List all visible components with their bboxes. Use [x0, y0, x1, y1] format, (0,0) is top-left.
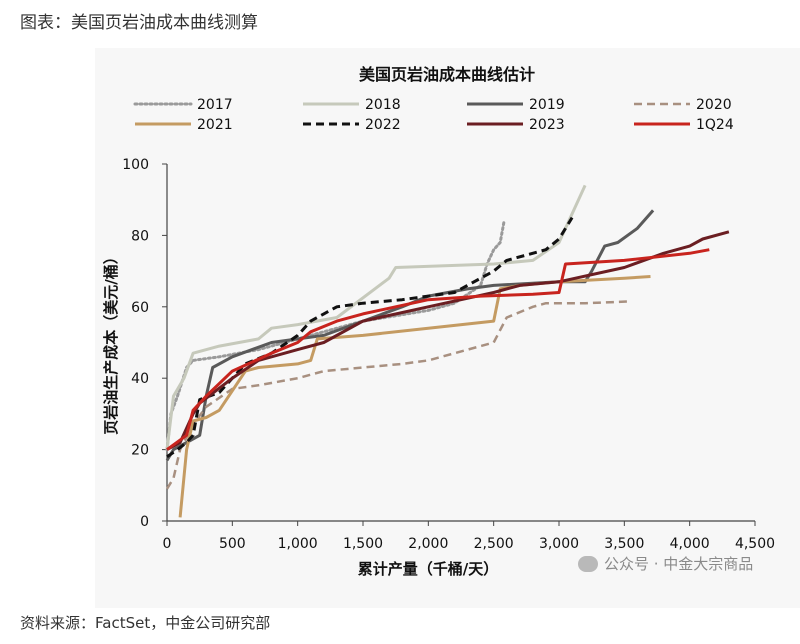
axes: 0 500 1,000 1,500 2,000 2,500 3,000 3,500 4,000 4…: [122, 157, 775, 552]
legend-label-2020: 2020: [696, 97, 732, 113]
chart-title: 美国页岩油成本曲线估计: [359, 65, 535, 84]
y-tick-label: 80: [131, 228, 149, 244]
y-tick-label: 100: [122, 157, 149, 173]
legend-label-2021: 2021: [197, 117, 233, 133]
legend-label-1Q24: 1Q24: [696, 117, 734, 133]
series-line-2019: [165, 209, 655, 462]
watermark-text: 公众号 · 中金大宗商品: [604, 555, 754, 573]
x-axis-label: 累计产量（千桶/天）: [358, 560, 498, 578]
x-tick-label: 0: [163, 536, 172, 552]
watermark: 公众号 · 中金大宗商品: [578, 553, 753, 574]
y-tick-label: 0: [140, 514, 149, 530]
x-tick-label: 1,500: [343, 536, 383, 552]
figure-caption: 图表：美国页岩油成本曲线测算: [20, 13, 258, 33]
legend-label-2022: 2022: [365, 117, 401, 133]
series-line-2020: [165, 300, 631, 490]
x-tick-label: 4,500: [735, 536, 775, 552]
wechat-icon: [578, 555, 598, 572]
y-tick-label: 40: [131, 371, 149, 387]
y-tick-label: 20: [131, 443, 149, 459]
legend-label-2017: 2017: [197, 97, 233, 113]
legend: 2017 2018 2019 2020 2021 2022 2023 1Q24: [133, 97, 734, 133]
legend-label-2018: 2018: [365, 97, 401, 113]
x-tick-label: 1,000: [278, 536, 318, 552]
x-tick-label: 3,000: [539, 536, 579, 552]
x-tick-label: 4,000: [670, 536, 710, 552]
series-line-2018: [165, 184, 587, 450]
source-note: 资料来源：FactSet，中金公司研究部: [20, 614, 271, 632]
x-tick-label: 2,000: [408, 536, 448, 552]
x-tick-label: 500: [219, 536, 246, 552]
chart-background: [95, 48, 800, 608]
series-layer: [165, 184, 730, 518]
legend-label-2023: 2023: [529, 117, 565, 133]
series-line-2022: [166, 216, 574, 458]
y-tick-label: 60: [131, 300, 149, 316]
y-axis-label: 页岩油生产成本（美元/桶）: [102, 249, 120, 434]
x-tick-label: 3,500: [604, 536, 644, 552]
legend-label-2019: 2019: [529, 97, 565, 113]
series-line-1Q24: [166, 248, 710, 451]
x-tick-label: 2,500: [474, 536, 514, 552]
